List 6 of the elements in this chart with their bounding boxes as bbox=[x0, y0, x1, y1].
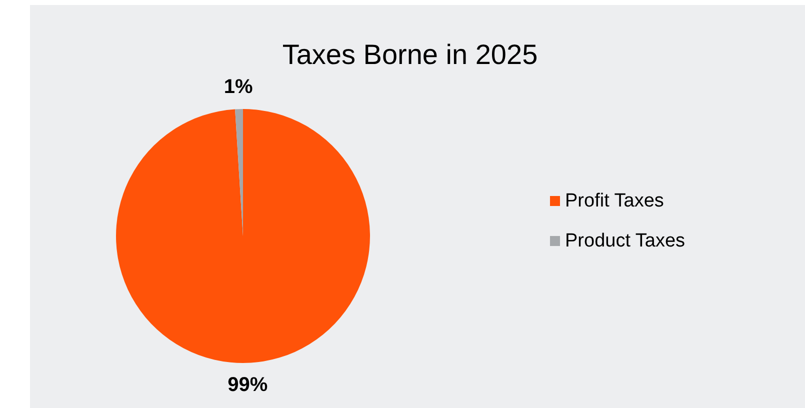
data-label: 1% bbox=[224, 76, 253, 98]
legend-label: Product Taxes bbox=[565, 230, 686, 252]
legend-label: Profit Taxes bbox=[565, 190, 664, 212]
data-label: 99% bbox=[228, 374, 268, 396]
chart-title: Taxes Borne in 2025 bbox=[282, 39, 538, 70]
pie-slice bbox=[116, 109, 370, 363]
